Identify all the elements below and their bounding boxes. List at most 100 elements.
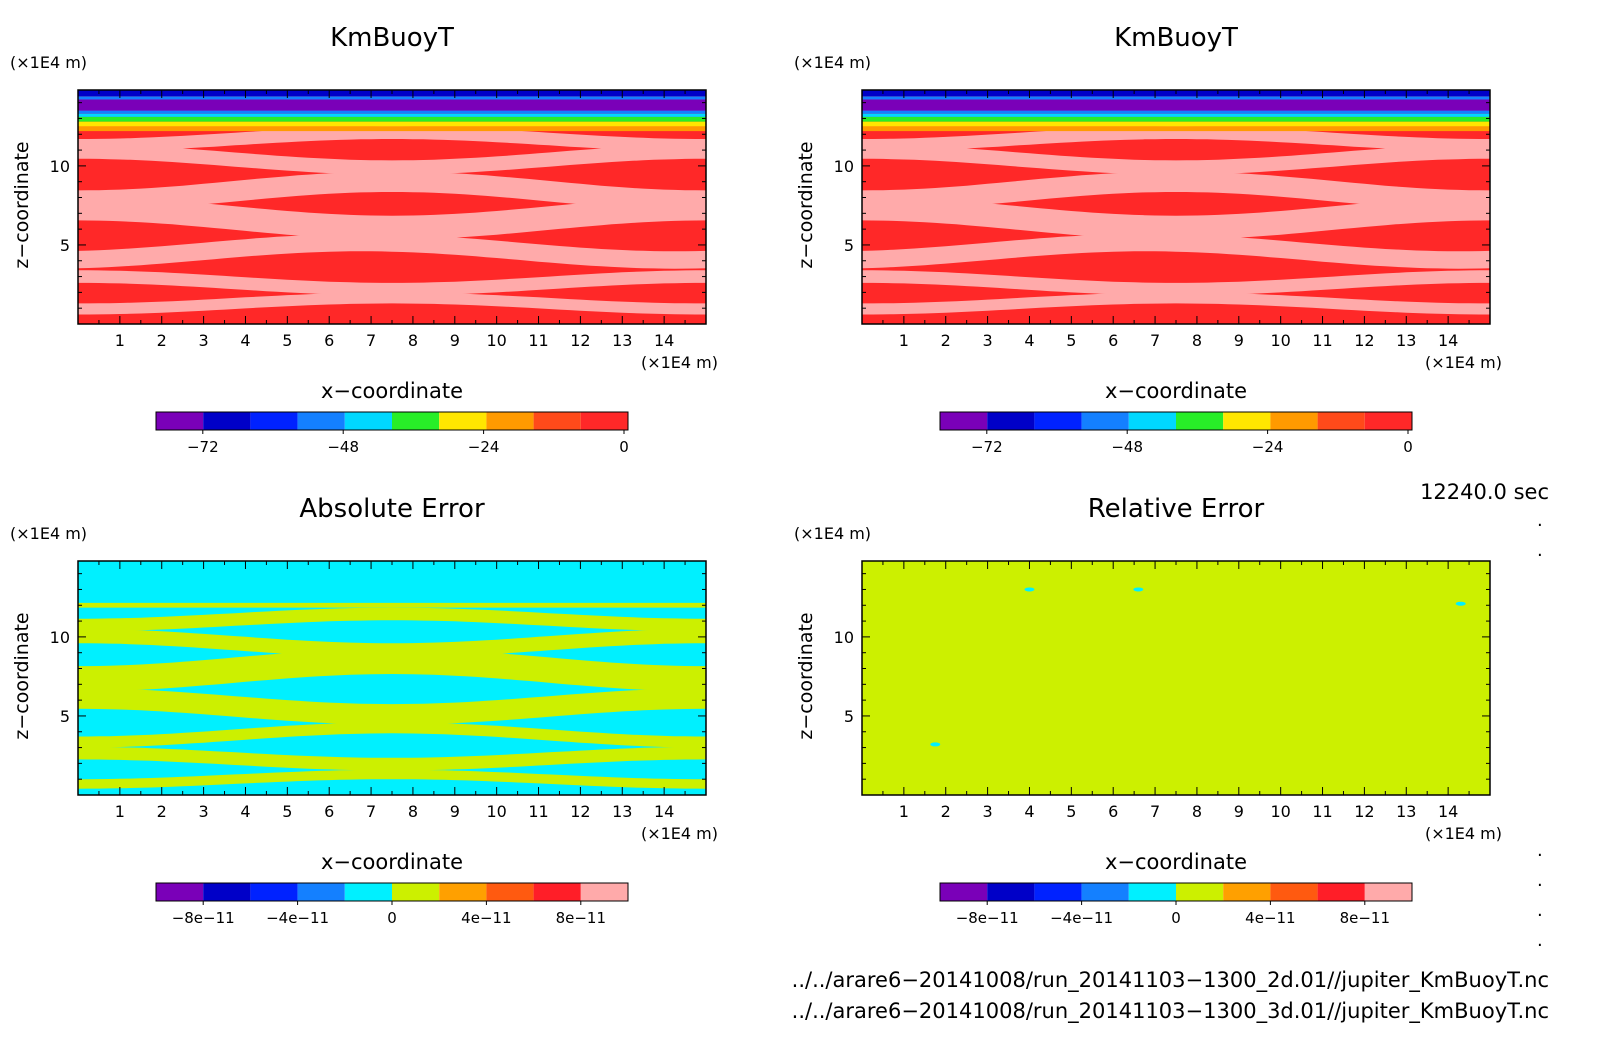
colorbar-segment xyxy=(1034,412,1082,430)
x-tick-label: 11 xyxy=(1312,331,1332,350)
colorbar-segment xyxy=(1270,412,1318,430)
colorbar-segment xyxy=(486,412,534,430)
contour-band xyxy=(862,113,1490,117)
colorbar-frame xyxy=(155,411,629,431)
x-tick-label: 8 xyxy=(408,331,418,350)
colorbar-label: −72 xyxy=(971,438,1003,456)
time-label: 12240.0 sec xyxy=(1420,480,1549,504)
x-tick-label: 8 xyxy=(1192,331,1202,350)
colorbar-segment xyxy=(1176,883,1224,901)
y-tick-label: 5 xyxy=(844,236,854,255)
x-tick-label: 10 xyxy=(1270,802,1290,821)
contour-speck xyxy=(930,742,941,747)
colorbar-segment xyxy=(156,883,204,901)
y-axis-label: z−coordinate xyxy=(795,612,817,739)
colorbar-segment xyxy=(940,412,988,430)
z-scale-label: (×1E4 m) xyxy=(794,524,871,543)
x-tick-label: 1 xyxy=(115,331,125,350)
contour-band xyxy=(78,113,706,117)
colorbar-label: 8e−11 xyxy=(556,909,606,927)
colorbar-segment xyxy=(250,412,298,430)
x-tick-label: 2 xyxy=(157,802,167,821)
x-tick-label: 7 xyxy=(366,331,376,350)
x-tick-label: 6 xyxy=(324,331,334,350)
x-tick-label: 7 xyxy=(366,802,376,821)
colorbar-segment xyxy=(1223,883,1271,901)
colorbar-label: 4e−11 xyxy=(461,909,511,927)
colorbar-label: −4e−11 xyxy=(1050,909,1113,927)
contour-band xyxy=(78,688,706,725)
colorbar-segment xyxy=(1317,412,1365,430)
colorbar-label: 0 xyxy=(387,909,397,927)
x-tick-label: 12 xyxy=(1354,802,1374,821)
colorbar-segment xyxy=(1034,883,1082,901)
x-tick-label: 9 xyxy=(1234,331,1244,350)
y-tick-label: 10 xyxy=(834,628,854,647)
contour-band xyxy=(78,602,706,608)
colorbar-segment xyxy=(392,883,440,901)
contour-band xyxy=(78,270,706,296)
contour-band xyxy=(78,171,706,211)
contour-band xyxy=(78,746,706,771)
contour-speck xyxy=(1024,587,1035,592)
colorbar-label: −8e−11 xyxy=(956,909,1019,927)
colorbar-label: 8e−11 xyxy=(1340,909,1390,927)
x-axis-label: x−coordinate xyxy=(321,850,463,874)
x-tick-label: 9 xyxy=(450,331,460,350)
contour-band xyxy=(78,292,706,315)
colorbar-segment xyxy=(297,412,345,430)
x-tick-label: 13 xyxy=(612,802,632,821)
contour-speck xyxy=(1455,601,1466,606)
colorbar-segment xyxy=(1081,412,1129,430)
x-axis-label: x−coordinate xyxy=(1105,379,1247,403)
colorbar-label: 0 xyxy=(1403,438,1413,456)
x-tick-label: 14 xyxy=(654,802,674,821)
colorbar-segment xyxy=(439,412,487,430)
x-tick-label: 13 xyxy=(612,331,632,350)
x-tick-label: 13 xyxy=(1396,802,1416,821)
x-tick-label: 5 xyxy=(1066,802,1076,821)
contour-band xyxy=(78,99,706,111)
x-tick-label: 4 xyxy=(1024,802,1034,821)
contour-band xyxy=(862,171,1490,211)
x-tick-label: 6 xyxy=(1108,802,1118,821)
colorbar-label: −24 xyxy=(1252,438,1284,456)
contour-band xyxy=(78,629,706,658)
x-tick-label: 4 xyxy=(240,331,250,350)
contour-band xyxy=(862,110,1490,114)
contour-speck xyxy=(1133,587,1144,592)
contour-band xyxy=(78,116,706,122)
x-tick-label: 5 xyxy=(282,331,292,350)
contour-band xyxy=(862,292,1490,315)
x-tick-label: 3 xyxy=(199,331,209,350)
z-scale-label: (×1E4 m) xyxy=(10,53,87,72)
colorbar-segment xyxy=(940,883,988,901)
x-tick-label: 10 xyxy=(486,331,506,350)
x-tick-label: 6 xyxy=(324,802,334,821)
contour-band xyxy=(78,233,706,269)
contour-band xyxy=(78,126,706,152)
x-tick-label: 8 xyxy=(1192,802,1202,821)
colorbar-frame xyxy=(939,411,1413,431)
colorbar-segment xyxy=(392,412,440,430)
colorbar-segment xyxy=(1317,883,1365,901)
colorbar-segment xyxy=(987,412,1035,430)
colorbar-segment xyxy=(1128,412,1176,430)
x-tick-label: 7 xyxy=(1150,802,1160,821)
x-tick-label: 7 xyxy=(1150,331,1160,350)
colorbar-segment xyxy=(580,883,628,901)
colorbar-segment xyxy=(250,883,298,901)
contour-band xyxy=(862,233,1490,269)
y-tick-label: 5 xyxy=(60,707,70,726)
colorbar-segment xyxy=(297,883,345,901)
colorbar-segment xyxy=(1270,883,1318,901)
x-tick-label: 4 xyxy=(240,802,250,821)
colorbar-segment xyxy=(533,883,581,901)
x-tick-label: 2 xyxy=(941,331,951,350)
x-tick-label: 14 xyxy=(1438,331,1458,350)
panel-title: Absolute Error xyxy=(299,494,485,524)
colorbar-label: −48 xyxy=(1111,438,1143,456)
